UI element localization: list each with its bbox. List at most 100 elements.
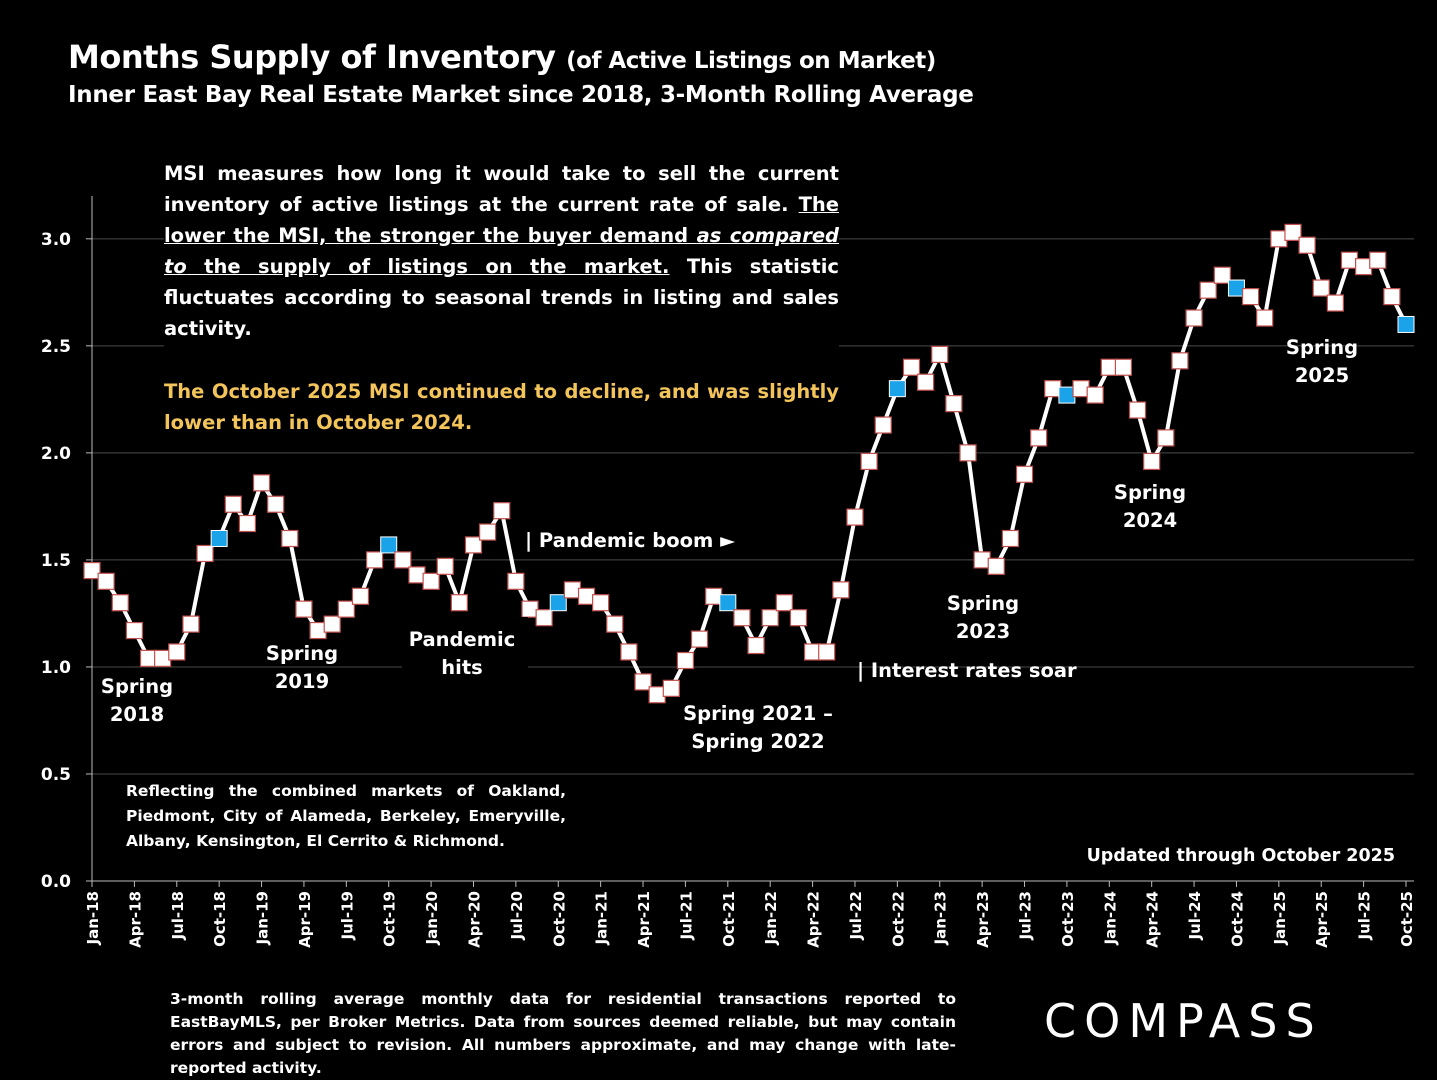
x-tick-label: Jan-18 [84, 891, 102, 945]
data-point [267, 495, 285, 513]
source-footnote: 3-month rolling average monthly data for… [170, 990, 956, 1077]
data-point [1199, 281, 1217, 299]
x-tick-label: Apr-25 [1313, 891, 1331, 948]
data-point [959, 444, 977, 462]
x-tick-label: Oct-19 [381, 891, 399, 947]
x-tick-label: Jul-22 [847, 891, 865, 941]
data-point [422, 572, 440, 590]
data-point [436, 557, 454, 575]
data-point [168, 643, 186, 661]
y-tick-labels: 0.0 0.5 1.0 1.5 2.0 2.5 3.0 [41, 230, 71, 892]
annotation-background [684, 696, 832, 758]
october-data-point [380, 536, 398, 554]
data-point [620, 643, 638, 661]
x-tick-label: Apr-24 [1144, 891, 1162, 948]
y-tick-label: 2.5 [41, 337, 71, 357]
y-tick-label: 2.0 [41, 444, 71, 464]
x-tick-label: Jan-25 [1271, 891, 1289, 945]
data-point [1241, 288, 1260, 306]
data-point [111, 594, 129, 612]
data-point [874, 416, 892, 434]
title-block: Months Supply of Inventory (of Active Li… [68, 38, 974, 108]
chart-annotation: Spring 2023 [947, 592, 1019, 643]
data-point [1044, 380, 1062, 398]
data-point [606, 615, 624, 633]
data-point [860, 452, 878, 471]
x-tick-label: Jan-22 [762, 891, 780, 945]
x-tick-label: Oct-18 [211, 891, 229, 947]
y-tick-label: 0.0 [41, 872, 71, 892]
data-point [83, 562, 101, 580]
data-point [252, 474, 271, 492]
note-italic: as compared to [164, 224, 840, 278]
data-point [945, 395, 963, 413]
annotations: Spring 2018 Spring 2019 Pandemic hits | Pandem… [101, 336, 1358, 758]
data-point [365, 551, 384, 569]
x-tick-label: Apr-22 [805, 891, 823, 948]
data-point [1001, 529, 1019, 548]
x-tick-label: Oct-24 [1228, 891, 1246, 947]
chart-annotation: Spring 2021 – Spring 2022 [683, 702, 833, 753]
x-tick-label: Jul-23 [1017, 891, 1035, 941]
data-point [507, 572, 525, 590]
data-point [1284, 223, 1302, 241]
x-tick-label: Oct-25 [1398, 891, 1416, 947]
data-point [818, 643, 836, 661]
x-tick-label: Jul-20 [508, 891, 526, 941]
chart-annotation: Spring 2024 [1114, 481, 1186, 532]
annotation-background [402, 617, 528, 679]
october-data-point [1397, 315, 1415, 333]
data-point [690, 630, 709, 648]
data-point [464, 536, 483, 554]
note-underline-a: The lower the MSI, the stronger the buye… [164, 193, 839, 247]
data-point [676, 651, 695, 670]
data-point [1171, 352, 1189, 370]
data-point [224, 495, 242, 513]
axes [86, 196, 1414, 887]
data-point [705, 587, 723, 605]
data-point [97, 572, 115, 590]
chart-annotation: Spring 2019 [266, 642, 338, 693]
data-point [747, 636, 765, 655]
x-tick-label: Jul-25 [1356, 891, 1374, 941]
chart-annotation: Pandemic hits [409, 628, 516, 679]
title-main: Months Supply of Inventory [68, 38, 556, 76]
chart-subtitle: Inner East Bay Real Estate Market since … [68, 82, 974, 108]
data-point [1030, 429, 1048, 447]
note-underlined: The lower the MSI, the stronger the buye… [164, 193, 839, 278]
note-underline-b: the supply of listings on the market. [186, 255, 670, 278]
data-point [394, 551, 412, 569]
data-point [789, 609, 808, 627]
chart-annotation: | Pandemic boom ► [525, 529, 735, 552]
x-tick-label: Apr-18 [126, 891, 144, 948]
x-tick-label: Oct-20 [550, 891, 568, 947]
data-point [493, 502, 511, 520]
data-point [1086, 386, 1104, 404]
data-point [846, 508, 864, 526]
y-tick-label: 1.5 [41, 551, 71, 571]
note-text-a: MSI measures how long it would take to s… [164, 162, 839, 216]
data-point [1213, 266, 1231, 284]
data-point [479, 523, 497, 541]
data-point [634, 673, 652, 691]
data-point [351, 587, 370, 605]
x-tick-label: Jan-24 [1101, 891, 1119, 945]
october-data-point [210, 530, 228, 547]
data-point [182, 615, 200, 633]
data-point [295, 600, 313, 618]
x-tick-label: Oct-21 [720, 891, 738, 947]
october-data-point [549, 594, 567, 612]
x-tick-label: Jan-21 [593, 891, 611, 945]
data-point [931, 345, 949, 364]
data-point [535, 609, 553, 627]
x-tick-label: Jan-23 [932, 891, 950, 945]
data-point [450, 594, 468, 612]
data-point [1143, 452, 1161, 471]
data-point [1298, 236, 1316, 254]
y-tick-label: 1.0 [41, 658, 71, 678]
chart-annotation: | Interest rates soar [857, 659, 1077, 682]
data-point [1185, 309, 1203, 327]
data-point [733, 609, 751, 627]
data-point [238, 514, 257, 533]
x-tick-label: Oct-22 [889, 891, 907, 947]
